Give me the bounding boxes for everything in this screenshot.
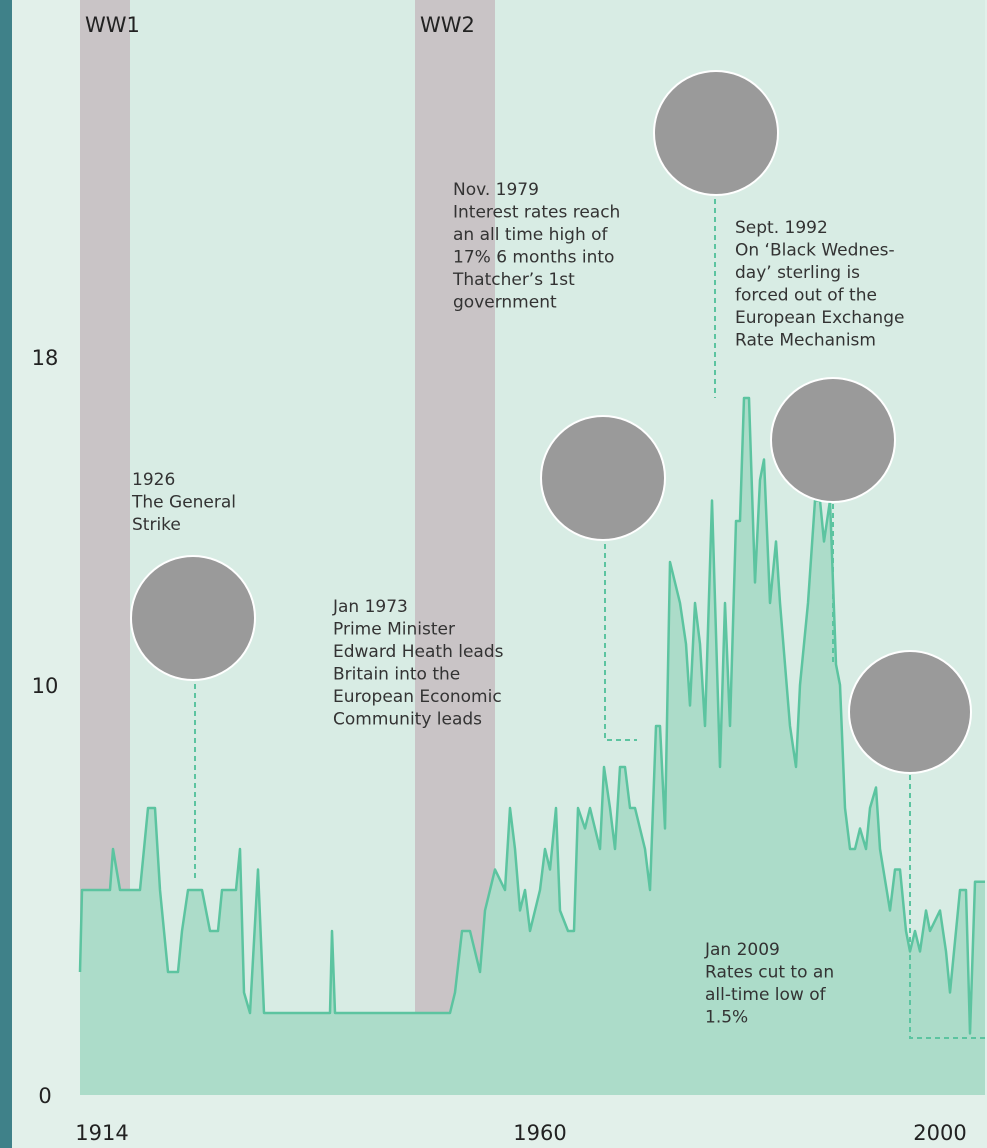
x-tick-label: 1914 [75,1121,128,1145]
annotation-line: Rates cut to an [705,963,834,983]
leaders [194,190,985,1039]
annotation-line: The General [131,493,236,513]
annotation-line: Jan 1973 [332,597,408,617]
annotation-line: European Exchange [735,308,904,328]
y-tick-label: 10 [32,674,59,698]
annotation-line: government [453,293,557,313]
photos [130,70,972,774]
photo [653,70,779,196]
annotation-line: Rate Mechanism [735,331,876,351]
annotation-line: On ‘Black Wednes- [735,241,895,261]
leader-line [604,535,637,741]
leader-line [909,775,985,1039]
edge-strip [0,0,12,1148]
photo [540,415,666,541]
annotation-line: Britain into the [333,665,460,685]
annotation-line: Prime Minister [333,620,455,640]
annotation-line: Sept. 1992 [735,218,828,238]
annotation-line: Jan 2009 [704,940,780,960]
area [80,398,985,1095]
annotation-line: all-time low of [705,985,827,1005]
annotation-line: Nov. 1979 [453,180,539,200]
annotation-line: Interest rates reach [453,203,620,223]
band-label: WW2 [420,13,475,37]
annotation-line: forced out of the [735,286,877,306]
annotation-line: 17% 6 months into [453,248,614,268]
x-tick-label: 1960 [513,1121,566,1145]
y-tick-label: 0 [38,1084,51,1108]
annotation-line: 1.5% [705,1008,748,1028]
photo [770,377,896,503]
annotation-line: Community leads [333,710,482,730]
annotation-line: European Economic [333,687,502,707]
annotation-line: Edward Heath leads [333,642,504,662]
annotation-line: an all time high of [453,225,609,245]
y-tick-label: 18 [32,346,59,370]
photo [130,555,256,681]
annotation-line: Strike [132,515,181,535]
x-tick-label: 2000 [913,1121,966,1145]
annotation-line: Thatcher’s 1st [452,270,575,290]
annotation-line: 1926 [132,470,175,490]
war-band [415,0,495,1095]
annotation-line: day’ sterling is [735,263,860,283]
line [78,396,985,1035]
band-label: WW1 [85,13,140,37]
photo [848,650,972,774]
